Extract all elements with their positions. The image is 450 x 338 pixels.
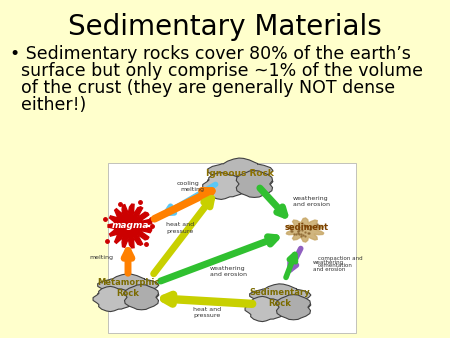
Text: Sedimentary Materials: Sedimentary Materials [68, 13, 382, 41]
Text: of the crust (they are generally NOT dense: of the crust (they are generally NOT den… [10, 79, 395, 97]
Text: heat and
pressure: heat and pressure [193, 307, 221, 318]
Text: surface but only comprise ~1% of the volume: surface but only comprise ~1% of the vol… [10, 62, 423, 80]
Text: sediment: sediment [285, 223, 329, 233]
Polygon shape [98, 274, 159, 306]
Polygon shape [203, 173, 244, 199]
Text: cooling: cooling [176, 181, 199, 186]
Text: either!): either!) [10, 96, 86, 114]
Text: Metamorphic
Rock: Metamorphic Rock [97, 278, 159, 298]
Polygon shape [276, 295, 310, 320]
Text: Igneous Rock: Igneous Rock [206, 169, 274, 178]
Text: compaction and
cementation: compaction and cementation [318, 257, 363, 268]
Polygon shape [245, 296, 284, 321]
Polygon shape [93, 286, 131, 312]
Text: Sedimentary
Rock: Sedimentary Rock [250, 288, 310, 308]
Text: melting: melting [180, 187, 204, 192]
Polygon shape [250, 284, 311, 316]
Polygon shape [286, 218, 324, 242]
Bar [108, 163, 356, 333]
Polygon shape [207, 158, 273, 194]
Text: weathering
and erosion: weathering and erosion [210, 266, 247, 277]
Polygon shape [236, 171, 273, 197]
Text: • Sedimentary rocks cover 80% of the earth’s: • Sedimentary rocks cover 80% of the ear… [10, 45, 411, 63]
Polygon shape [125, 285, 158, 310]
Text: weathering
and erosion: weathering and erosion [313, 260, 346, 272]
Text: magma: magma [111, 221, 149, 231]
Text: heat and
pressure: heat and pressure [166, 222, 194, 234]
Text: weathering
and erosion: weathering and erosion [293, 196, 330, 207]
Text: melting: melting [89, 256, 113, 261]
Polygon shape [108, 204, 152, 248]
